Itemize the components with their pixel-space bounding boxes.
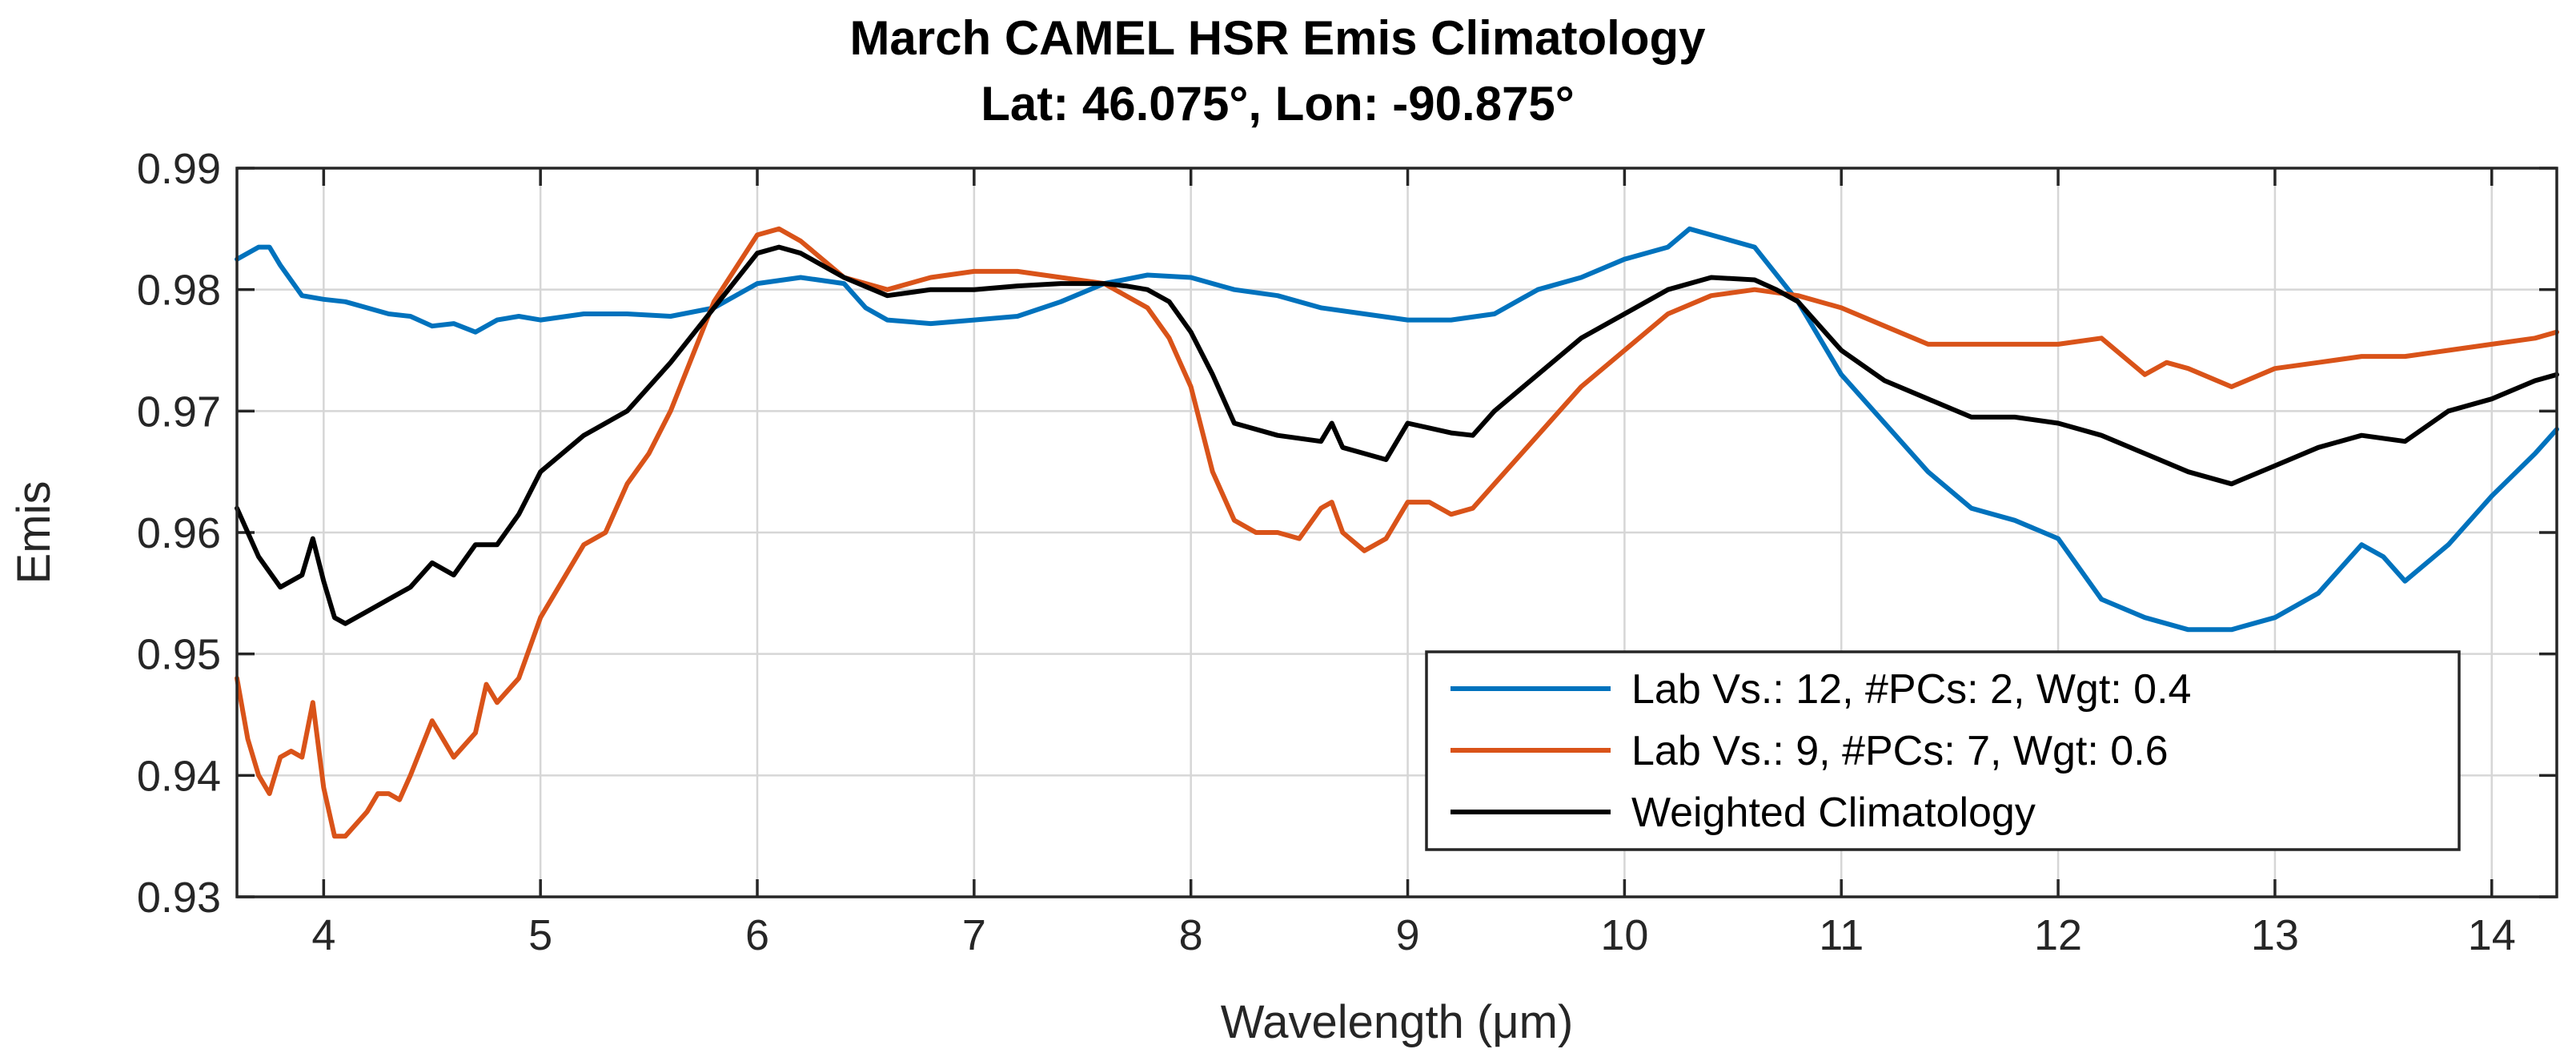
x-tick-label: 11 xyxy=(1819,911,1864,959)
y-tick-label: 0.99 xyxy=(137,145,221,193)
y-tick-label: 0.97 xyxy=(137,388,221,436)
legend-entry-weighted: Weighted Climatology xyxy=(1631,790,2036,836)
x-tick-label: 7 xyxy=(962,911,986,959)
chart-subtitle: Lat: 46.075°, Lon: -90.875° xyxy=(981,77,1575,131)
x-tick-label: 9 xyxy=(1396,911,1420,959)
y-tick-label: 0.93 xyxy=(137,874,221,922)
series-line-weighted xyxy=(235,244,2559,626)
x-tick-label: 6 xyxy=(745,911,769,959)
plot-frame xyxy=(235,167,2558,898)
y-tick-label: 0.95 xyxy=(137,631,221,679)
series-line-lab-vs-9 xyxy=(235,226,2559,839)
y-axis-label: Emis xyxy=(8,481,60,585)
legend: Lab Vs.: 12, #PCs: 2, Wgt: 0.4 Lab Vs.: … xyxy=(1425,650,2461,851)
axis-ticks: 4 5 6 7 8 9 10 11 12 13 14 0.93 0.94 0.95 0.96 0.97 0.98… xyxy=(137,145,2557,959)
x-tick-label: 8 xyxy=(1179,911,1203,959)
x-tick-label: 4 xyxy=(311,911,335,959)
legend-entry-lab-vs-9: Lab Vs.: 9, #PCs: 7, Wgt: 0.6 xyxy=(1631,728,2169,774)
y-tick-label: 0.94 xyxy=(137,752,221,800)
series-lines xyxy=(235,226,2559,839)
x-tick-label: 13 xyxy=(2251,911,2299,959)
x-tick-label: 10 xyxy=(1600,911,1648,959)
y-tick-label: 0.98 xyxy=(137,267,221,315)
x-tick-label: 14 xyxy=(2468,911,2516,959)
y-tick-label: 0.96 xyxy=(137,509,221,557)
x-tick-label: 12 xyxy=(2034,911,2082,959)
legend-entry-lab-vs-12: Lab Vs.: 12, #PCs: 2, Wgt: 0.4 xyxy=(1631,666,2191,713)
series-line-lab-vs-12 xyxy=(235,226,2559,633)
x-axis-label: Wavelength (μm) xyxy=(1221,996,1574,1048)
x-tick-label: 5 xyxy=(528,911,552,959)
chart-title: March CAMEL HSR Emis Climatology xyxy=(849,11,1706,65)
